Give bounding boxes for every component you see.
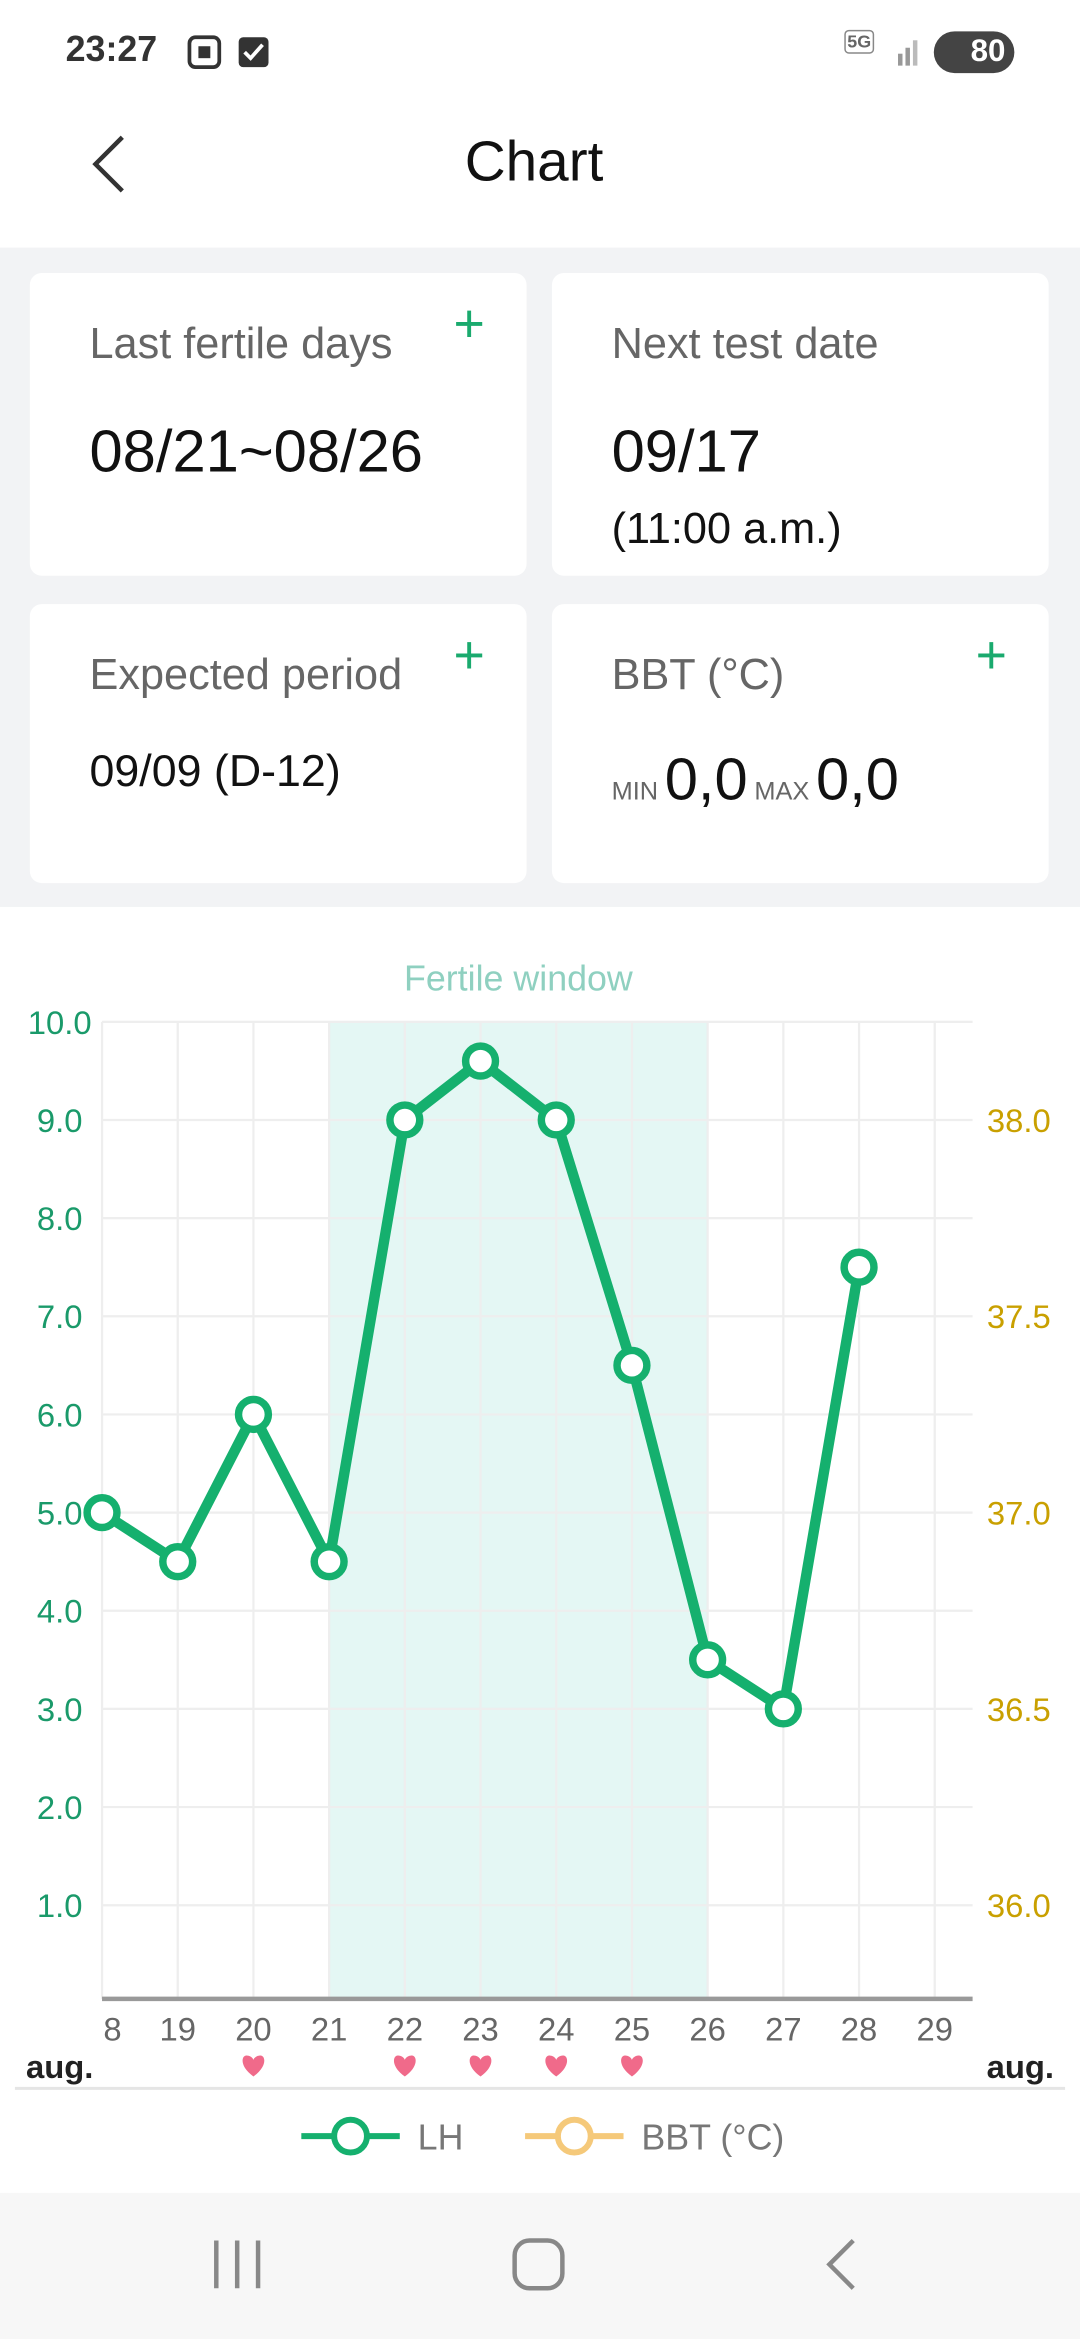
x-tick-label: 22 bbox=[387, 2011, 423, 2048]
heart-marker bbox=[469, 2055, 492, 2077]
y-tick-label: 8.0 bbox=[37, 1200, 83, 1237]
card-subvalue: (11:00 a.m.) bbox=[611, 505, 842, 554]
x-axis-label: aug. bbox=[26, 2048, 93, 2085]
add-button[interactable]: + bbox=[975, 623, 1007, 685]
y-tick-label: 10.0 bbox=[28, 1004, 92, 1041]
y-tick-label: 2.0 bbox=[37, 1789, 83, 1826]
data-point bbox=[688, 1641, 727, 1679]
card-title: Expected period bbox=[89, 651, 403, 700]
x-tick-label: 25 bbox=[614, 2011, 650, 2048]
legend-label: LH bbox=[418, 2118, 464, 2158]
status-icons bbox=[187, 35, 269, 69]
y-tick-label: 5.0 bbox=[37, 1495, 83, 1532]
recent-apps-button[interactable] bbox=[194, 2232, 284, 2301]
card-title: Last fertile days bbox=[89, 320, 393, 369]
data-point bbox=[386, 1101, 424, 1139]
card-value: 08/21~08/26 bbox=[89, 419, 423, 485]
data-point bbox=[461, 1042, 500, 1080]
data-point bbox=[840, 1248, 878, 1286]
x-tick-label: 19 bbox=[159, 2011, 195, 2048]
status-time: 23:27 bbox=[65, 29, 158, 71]
fertile-window-label: Fertile window bbox=[404, 958, 633, 998]
card-title: BBT (°C) bbox=[611, 651, 785, 700]
back-button[interactable] bbox=[84, 131, 144, 200]
nav-bar bbox=[0, 2192, 1080, 2340]
y2-tick-label: 38.0 bbox=[987, 1102, 1051, 1139]
battery: 80 bbox=[933, 31, 1015, 74]
heart-marker bbox=[242, 2055, 265, 2077]
chart: Fertile window 8 19 20 21 22 23 24 25 26 27 28 29 1.0… bbox=[0, 906, 1080, 2193]
system-back-button[interactable] bbox=[806, 2232, 881, 2301]
header-title: Chart bbox=[464, 131, 604, 194]
x-tick-label: 8 bbox=[103, 2011, 121, 2048]
fertile-window bbox=[329, 1021, 708, 1999]
legend-item[interactable]: LH bbox=[301, 2116, 464, 2158]
data-point bbox=[764, 1690, 802, 1728]
legend-marker bbox=[331, 2116, 370, 2156]
bbt-range: MIN 0,0 MAX 0,0 bbox=[612, 747, 899, 814]
data-point bbox=[234, 1395, 273, 1434]
data-point bbox=[613, 1346, 651, 1385]
legend-item[interactable]: BBT (°C) bbox=[525, 2116, 784, 2158]
y-tick-label: 1.0 bbox=[37, 1887, 83, 1924]
max-value: 0,0 bbox=[815, 747, 899, 813]
card: Expected period + 09/09 (D-12) bbox=[29, 604, 527, 884]
y-tick-label: 4.0 bbox=[37, 1593, 83, 1630]
card-value: 09/09 (D-12) bbox=[89, 747, 341, 797]
heart-marker bbox=[393, 2055, 416, 2077]
y-tick-label: 7.0 bbox=[37, 1298, 83, 1335]
y2-tick-label: 36.0 bbox=[987, 1887, 1051, 1924]
x-tick-label: 20 bbox=[235, 2011, 271, 2048]
card-title: Next test date bbox=[611, 320, 879, 369]
x-tick-label: 21 bbox=[311, 2011, 347, 2048]
heart-marker bbox=[621, 2055, 643, 2077]
data-point bbox=[159, 1543, 197, 1581]
min-label: MIN bbox=[611, 777, 659, 806]
card: BBT (°C) + MIN 0,0 MAX 0,0 bbox=[551, 604, 1049, 884]
y-tick-label: 9.0 bbox=[37, 1102, 83, 1139]
x-tick-label: 27 bbox=[765, 2011, 801, 2048]
x-tick-label: 26 bbox=[689, 2011, 725, 2048]
y2-tick-label: 37.5 bbox=[987, 1298, 1051, 1335]
x-axis-label: aug. bbox=[987, 2048, 1054, 2085]
heart-marker bbox=[545, 2055, 568, 2077]
legend-label: BBT (°C) bbox=[641, 2118, 784, 2158]
signal-icon bbox=[898, 40, 918, 66]
data-point bbox=[537, 1101, 575, 1139]
max-label: MAX bbox=[754, 777, 810, 806]
y2-tick-label: 37.0 bbox=[987, 1495, 1051, 1532]
x-tick-label: 29 bbox=[917, 2011, 953, 2048]
card: Last fertile days + 08/21~08/26 bbox=[29, 272, 527, 576]
legend-marker bbox=[554, 2116, 594, 2156]
data-point bbox=[83, 1493, 121, 1532]
status-bar: 23:27 5G 80 bbox=[0, 0, 1080, 104]
add-button[interactable]: + bbox=[453, 292, 485, 354]
network-type: 5G bbox=[844, 29, 875, 54]
min-value: 0,0 bbox=[664, 747, 748, 813]
card-value: 09/17 bbox=[611, 419, 761, 485]
x-tick-label: 24 bbox=[538, 2011, 574, 2048]
x-tick-label: 28 bbox=[841, 2011, 877, 2048]
data-point bbox=[310, 1543, 348, 1581]
battery-level: 80 bbox=[970, 34, 1006, 69]
y-tick-label: 6.0 bbox=[37, 1396, 83, 1433]
y-tick-label: 3.0 bbox=[37, 1691, 83, 1728]
x-tick-label: 23 bbox=[462, 2011, 498, 2048]
y2-tick-label: 36.5 bbox=[987, 1691, 1051, 1728]
home-button[interactable] bbox=[498, 2232, 582, 2301]
card: Next test date 09/17 (11:00 a.m.) bbox=[551, 272, 1049, 576]
add-button[interactable]: + bbox=[453, 623, 485, 685]
